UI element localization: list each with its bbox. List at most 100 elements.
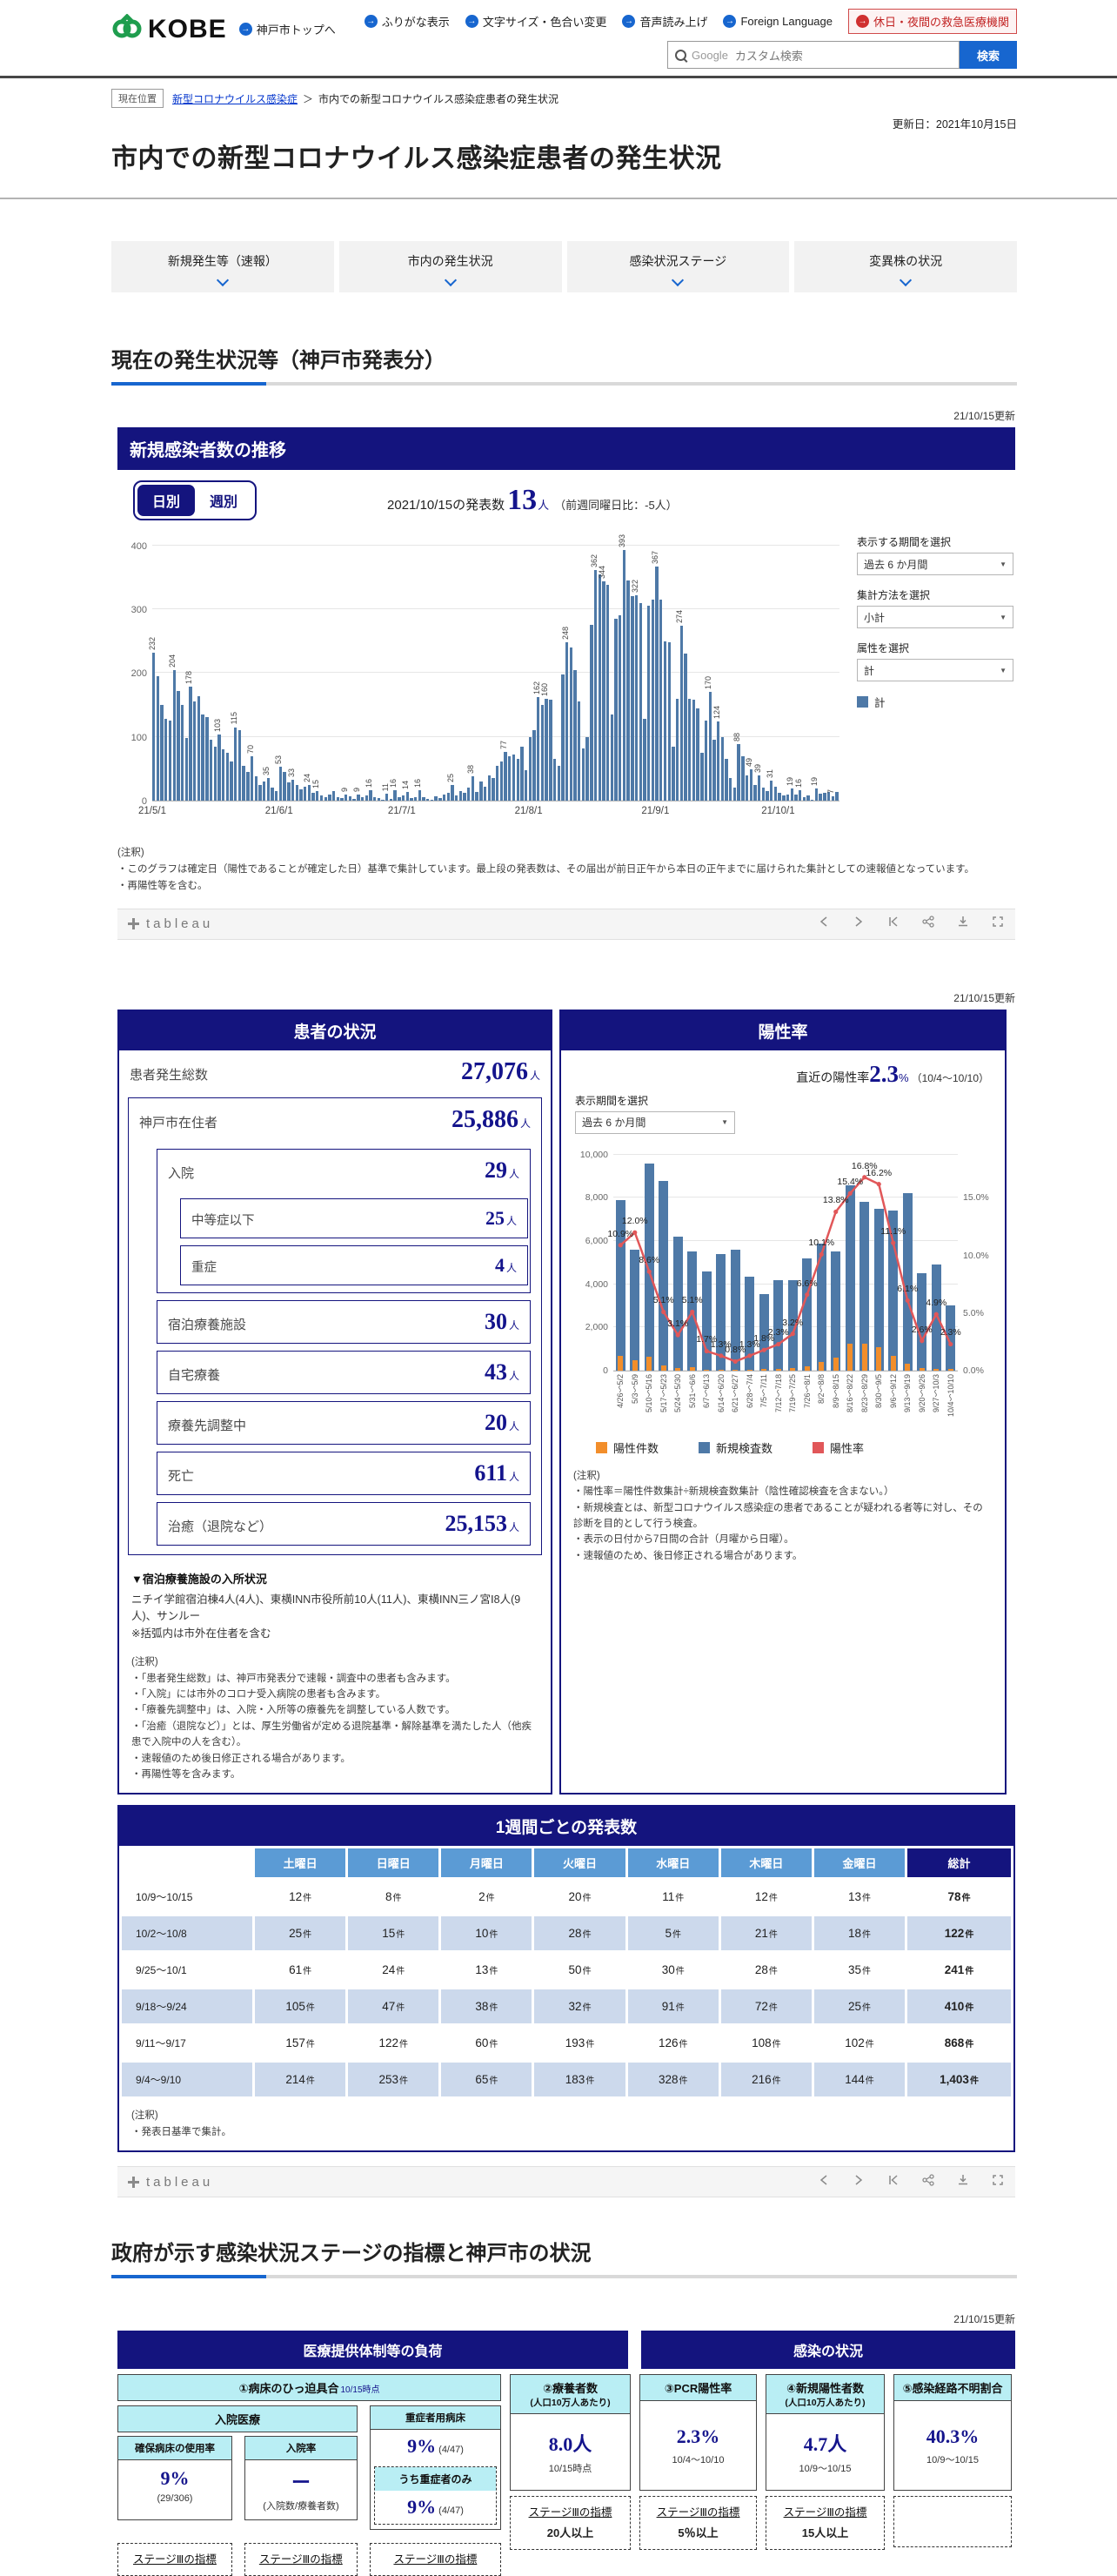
daily-bar[interactable] — [410, 798, 413, 801]
daily-bar[interactable] — [454, 795, 458, 801]
daily-bar[interactable] — [385, 793, 389, 801]
positive-bar[interactable] — [890, 1355, 896, 1371]
daily-bar[interactable] — [729, 778, 732, 801]
daily-bar[interactable] — [675, 698, 679, 801]
daily-bar[interactable] — [528, 736, 532, 801]
daily-bar[interactable] — [458, 791, 463, 801]
daily-bar[interactable] — [225, 753, 230, 801]
kobe-logo[interactable]: KOBE — [111, 13, 227, 44]
daily-bar[interactable] — [684, 654, 687, 801]
daily-bar[interactable] — [442, 794, 446, 801]
aggregation-select[interactable]: 小計 ▼ — [857, 606, 1013, 628]
daily-bar[interactable] — [798, 790, 802, 801]
positive-bar[interactable] — [919, 1368, 925, 1371]
tests-bar[interactable] — [730, 1249, 740, 1371]
daily-bar[interactable] — [761, 788, 766, 801]
daily-bar[interactable] — [344, 795, 348, 801]
daily-bar[interactable] — [646, 606, 651, 801]
tests-bar[interactable] — [902, 1193, 913, 1371]
daily-bar[interactable] — [168, 721, 172, 801]
daily-bar[interactable] — [619, 615, 622, 801]
daily-bar[interactable] — [316, 791, 319, 801]
daily-bar[interactable] — [287, 782, 291, 801]
tab-variant-status[interactable]: 変異株の状況 — [794, 241, 1017, 292]
daily-bar[interactable] — [401, 795, 405, 801]
daily-bar[interactable] — [487, 775, 491, 801]
daily-bar[interactable] — [209, 740, 213, 801]
positive-bar[interactable] — [905, 1364, 911, 1371]
daily-bar[interactable] — [492, 778, 495, 801]
daily-bar[interactable] — [234, 727, 237, 801]
tests-bar[interactable] — [859, 1202, 870, 1371]
daily-bar[interactable] — [446, 793, 450, 801]
daily-bar[interactable] — [598, 574, 601, 801]
daily-bar[interactable] — [184, 738, 188, 801]
positive-bar[interactable] — [819, 1361, 825, 1371]
daily-bar[interactable] — [172, 670, 176, 801]
daily-bar[interactable] — [590, 625, 593, 801]
tests-bar[interactable] — [773, 1279, 784, 1371]
daily-bar[interactable] — [823, 793, 826, 801]
daily-bar[interactable] — [201, 714, 204, 801]
positive-bar[interactable] — [947, 1369, 953, 1371]
daily-bar[interactable] — [565, 642, 569, 801]
daily-bar[interactable] — [831, 795, 834, 801]
daily-bar[interactable] — [561, 674, 565, 801]
tests-bar[interactable] — [630, 1249, 640, 1371]
daily-bar[interactable] — [614, 619, 618, 801]
daily-bar[interactable] — [205, 716, 209, 801]
daily-bar[interactable] — [258, 784, 262, 801]
daily-bar[interactable] — [463, 793, 466, 801]
redo-icon[interactable] — [852, 915, 866, 933]
daily-bar[interactable] — [524, 769, 528, 801]
tests-bar[interactable] — [873, 1208, 884, 1371]
positive-bar[interactable] — [660, 1365, 666, 1371]
fullscreen-icon[interactable] — [991, 2173, 1005, 2191]
daily-bar[interactable] — [610, 714, 614, 801]
daily-bar[interactable] — [814, 788, 819, 801]
daily-bar[interactable] — [540, 705, 545, 801]
daily-bar[interactable] — [786, 794, 790, 801]
daily-bar[interactable] — [537, 697, 540, 801]
positive-bar[interactable] — [761, 1369, 767, 1371]
tests-bar[interactable] — [888, 1211, 899, 1371]
positive-bar[interactable] — [632, 1359, 638, 1371]
search-input[interactable]: Google カスタム検索 — [667, 41, 960, 69]
tableau-logo[interactable]: tableau — [128, 916, 213, 931]
daily-bar[interactable] — [295, 784, 298, 801]
tests-bar[interactable] — [745, 1277, 755, 1371]
daily-bar[interactable] — [422, 797, 425, 801]
daily-bar[interactable] — [552, 759, 557, 801]
tests-bar[interactable] — [759, 1293, 769, 1371]
positive-bar[interactable] — [704, 1369, 710, 1371]
daily-bar[interactable] — [418, 790, 422, 801]
daily-bar[interactable] — [520, 746, 524, 801]
daily-bar[interactable] — [626, 580, 630, 801]
daily-bar[interactable] — [467, 788, 471, 801]
daily-bar[interactable] — [197, 696, 201, 801]
daily-bar[interactable] — [369, 790, 372, 801]
daily-bar[interactable] — [622, 549, 626, 801]
tests-bar[interactable] — [787, 1279, 798, 1371]
daily-bar[interactable] — [499, 761, 504, 801]
positive-bar[interactable] — [790, 1367, 796, 1371]
tests-bar[interactable] — [816, 1243, 826, 1371]
daily-bar[interactable] — [365, 795, 368, 801]
daily-bar[interactable] — [451, 784, 454, 801]
daily-bar[interactable] — [602, 580, 605, 801]
daily-bar[interactable] — [790, 788, 793, 801]
daily-bar[interactable] — [532, 730, 536, 801]
daily-bar[interactable] — [757, 775, 761, 801]
daily-bar[interactable] — [438, 798, 442, 801]
daily-bar[interactable] — [802, 797, 806, 801]
positive-bar[interactable] — [646, 1356, 652, 1371]
daily-bar[interactable] — [578, 701, 581, 801]
fullscreen-icon[interactable] — [991, 915, 1005, 933]
redo-icon[interactable] — [852, 2173, 866, 2191]
daily-bar[interactable] — [483, 786, 487, 801]
daily-bar[interactable] — [271, 788, 274, 801]
daily-bar[interactable] — [794, 795, 798, 801]
daily-bar[interactable] — [311, 793, 315, 801]
daily-bar[interactable] — [426, 798, 430, 801]
positive-bar[interactable] — [732, 1370, 739, 1371]
